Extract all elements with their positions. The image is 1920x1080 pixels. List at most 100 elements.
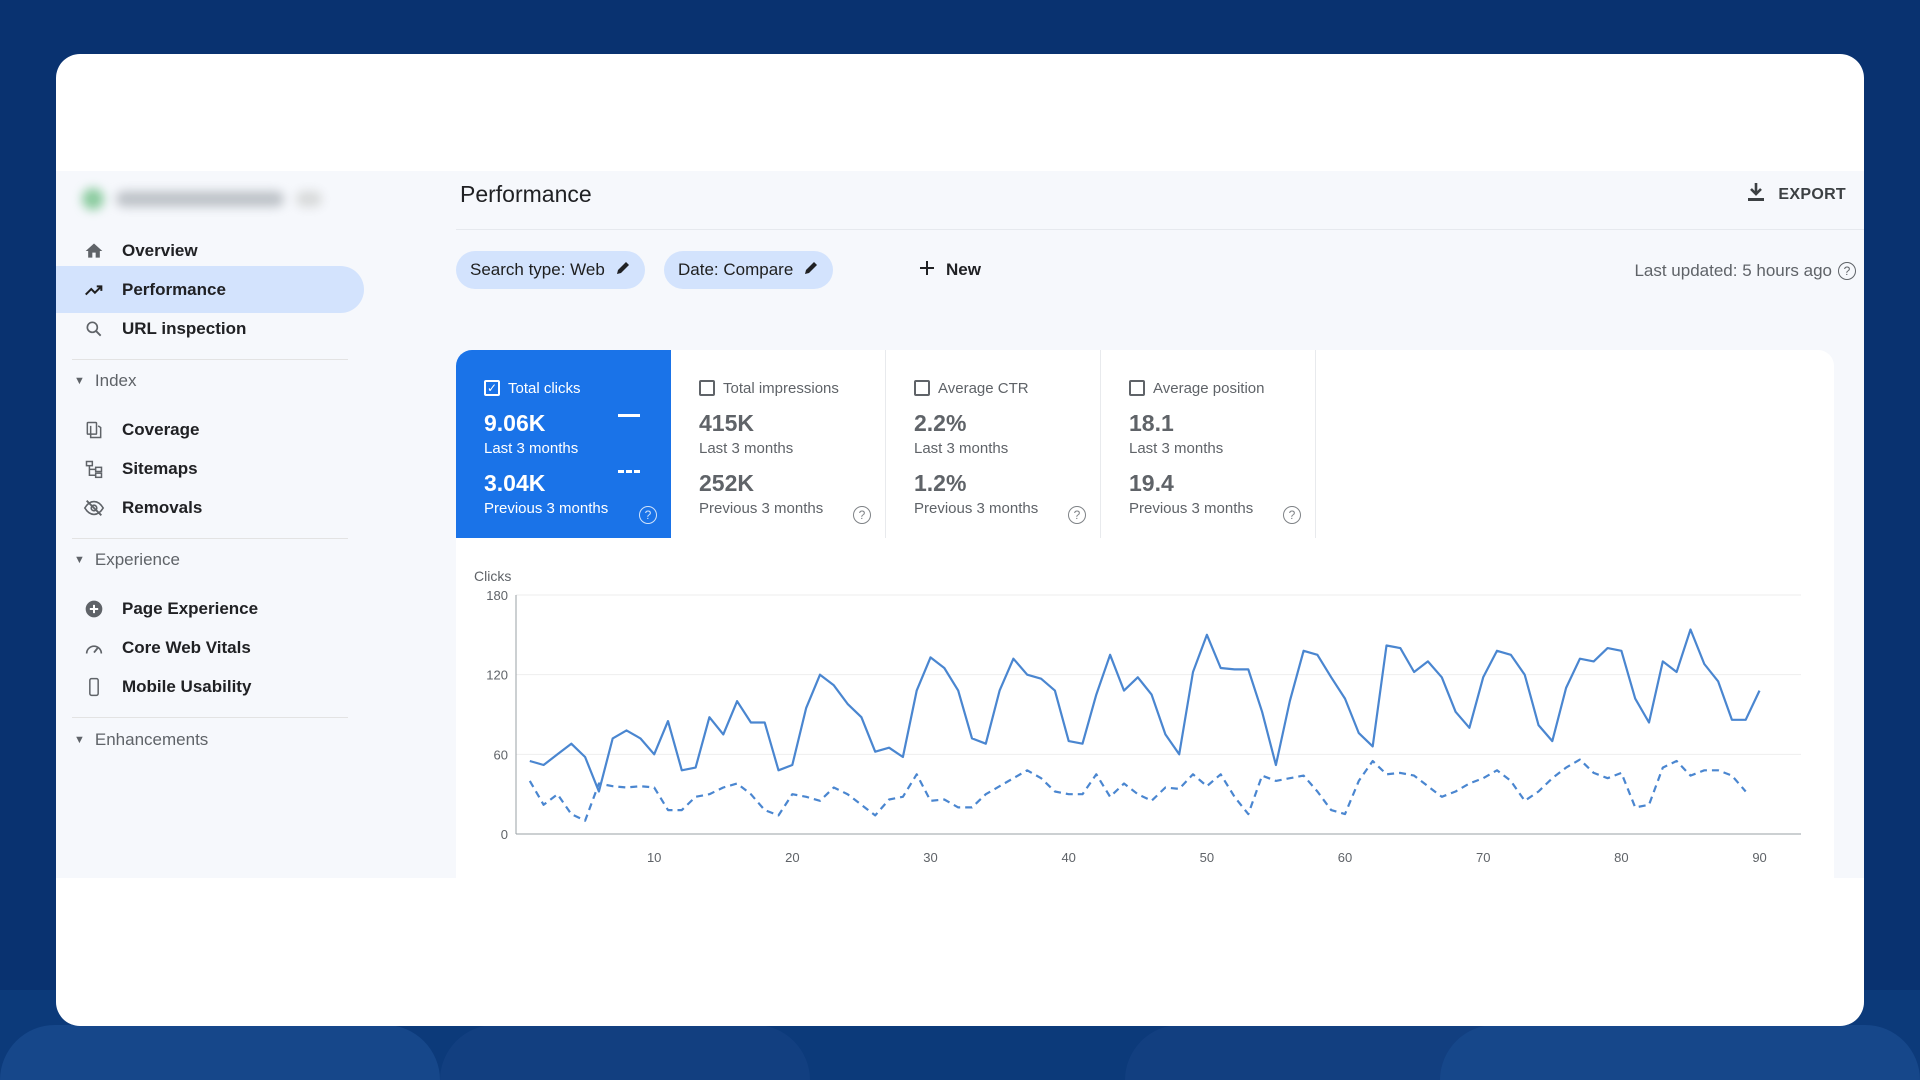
metric-previous-value: 3.04K bbox=[484, 470, 546, 496]
metric-current-label: Last 3 months bbox=[914, 440, 1009, 457]
sidebar-item-label: Core Web Vitals bbox=[122, 637, 251, 657]
filter-chip-date[interactable]: Date: Compare bbox=[664, 251, 834, 289]
search-icon bbox=[82, 317, 106, 341]
metric-current-label: Last 3 months bbox=[484, 440, 579, 457]
sidebar-item-sitemaps[interactable]: Sitemaps bbox=[56, 445, 364, 492]
x-tick-label: 80 bbox=[1614, 850, 1628, 865]
metric-previous-value: 19.4 bbox=[1129, 470, 1174, 496]
metric-label: Average position bbox=[1153, 379, 1265, 397]
sidebar-item-coverage[interactable]: Coverage bbox=[56, 406, 364, 453]
series-previous-3-months bbox=[528, 758, 1747, 822]
sidebar-item-performance[interactable]: Performance bbox=[56, 266, 364, 313]
search-console-app: Overview Performance URL inspection ▼ In… bbox=[56, 171, 1864, 890]
sidebar-divider bbox=[72, 717, 348, 718]
export-button[interactable]: EXPORT bbox=[1746, 181, 1846, 208]
x-tick-label: 10 bbox=[647, 850, 661, 865]
caret-down-icon: ▼ bbox=[74, 375, 85, 387]
help-icon[interactable]: ? bbox=[639, 506, 657, 524]
x-tick-label: 40 bbox=[1061, 850, 1075, 865]
series-last-3-months bbox=[529, 628, 1761, 793]
y-tick-label: 180 bbox=[486, 588, 508, 603]
metric-label: Average CTR bbox=[938, 379, 1029, 397]
metric-label: Total impressions bbox=[723, 379, 839, 397]
sidebar-item-label: Coverage bbox=[122, 419, 200, 439]
sidebar-item-core-web-vitals[interactable]: Core Web Vitals bbox=[56, 624, 364, 671]
checkbox-icon[interactable] bbox=[699, 380, 715, 396]
download-icon bbox=[1746, 181, 1766, 208]
performance-panel: ✓ Total clicks 9.06K Last 3 months 3.04K … bbox=[456, 350, 1834, 890]
checkbox-checked-icon[interactable]: ✓ bbox=[484, 380, 500, 396]
section-toggle-enhancements[interactable]: ▼ Enhancements bbox=[74, 725, 208, 755]
filter-chip-search-type[interactable]: Search type: Web bbox=[456, 251, 645, 289]
property-name-blurred bbox=[115, 191, 285, 207]
sidebar-item-label: Mobile Usability bbox=[122, 676, 252, 696]
edit-pencil-icon bbox=[615, 260, 631, 281]
trending-up-icon bbox=[82, 278, 106, 302]
y-axis-label: Clicks bbox=[474, 568, 511, 584]
metric-card-total-impressions[interactable]: Total impressions 415K Last 3 months 252… bbox=[671, 350, 886, 538]
caret-down-icon: ▼ bbox=[74, 734, 85, 746]
help-icon[interactable]: ? bbox=[1283, 506, 1301, 524]
metric-previous-label: Previous 3 months bbox=[699, 500, 824, 517]
metric-current-value: 2.2% bbox=[914, 410, 967, 436]
background-shape bbox=[440, 1025, 810, 1080]
sidebar-item-url-inspection[interactable]: URL inspection bbox=[56, 305, 364, 352]
sidebar-item-removals[interactable]: Removals bbox=[56, 484, 364, 531]
help-icon[interactable]: ? bbox=[1838, 262, 1856, 280]
sidebar: Overview Performance URL inspection ▼ In… bbox=[56, 171, 456, 878]
new-filter-button[interactable]: New bbox=[918, 251, 981, 289]
metric-current-value: 9.06K bbox=[484, 410, 546, 436]
sidebar-item-label: Removals bbox=[122, 497, 203, 517]
y-tick-label: 0 bbox=[501, 827, 508, 842]
metric-previous-label: Previous 3 months bbox=[484, 500, 609, 517]
section-label: Enhancements bbox=[94, 730, 209, 749]
file-copy-icon bbox=[82, 418, 106, 442]
plus-icon bbox=[918, 259, 936, 282]
metric-current-value: 415K bbox=[699, 410, 754, 436]
metric-card-average-ctr[interactable]: Average CTR 2.2% Last 3 months 1.2% Prev… bbox=[886, 350, 1101, 538]
x-tick-label: 70 bbox=[1476, 850, 1490, 865]
export-label: EXPORT bbox=[1778, 185, 1846, 203]
section-label: Experience bbox=[94, 550, 180, 569]
screenshot-card: Overview Performance URL inspection ▼ In… bbox=[56, 54, 1864, 1026]
last-updated: Last updated: 5 hours ago ? bbox=[1634, 261, 1856, 281]
clicks-line-chart: Clicks 0 60 120 180 10 20 30 40 50 60 70 80 90 bbox=[474, 568, 1801, 865]
help-icon[interactable]: ? bbox=[853, 506, 871, 524]
plus-circle-icon bbox=[82, 597, 106, 621]
sidebar-item-mobile-usability[interactable]: Mobile Usability bbox=[56, 663, 364, 710]
legend-dashed-line-icon bbox=[618, 470, 640, 473]
y-tick-label: 60 bbox=[494, 747, 508, 762]
metric-previous-value: 252K bbox=[699, 470, 754, 496]
metric-previous-value: 1.2% bbox=[914, 470, 967, 496]
checkbox-icon[interactable] bbox=[914, 380, 930, 396]
sidebar-item-label: Performance bbox=[122, 279, 226, 299]
metric-current-value: 18.1 bbox=[1129, 410, 1174, 436]
section-toggle-experience[interactable]: ▼ Experience bbox=[74, 545, 180, 575]
metric-label: Total clicks bbox=[508, 379, 581, 397]
chip-label: Search type: Web bbox=[470, 260, 605, 279]
checkbox-icon[interactable] bbox=[1129, 380, 1145, 396]
section-toggle-index[interactable]: ▼ Index bbox=[74, 366, 136, 396]
eye-off-icon bbox=[82, 496, 106, 520]
x-tick-label: 60 bbox=[1338, 850, 1352, 865]
sidebar-item-label: URL inspection bbox=[122, 318, 247, 338]
sitemap-icon bbox=[82, 457, 106, 481]
x-tick-label: 20 bbox=[785, 850, 799, 865]
main-content: Performance EXPORT Search type: Web Date… bbox=[456, 171, 1864, 890]
metric-current-label: Last 3 months bbox=[1129, 440, 1224, 457]
new-label: New bbox=[946, 260, 981, 279]
sidebar-divider bbox=[72, 359, 348, 360]
sidebar-item-overview[interactable]: Overview bbox=[56, 227, 364, 274]
metric-previous-label: Previous 3 months bbox=[914, 500, 1039, 517]
background-shape bbox=[1440, 1025, 1920, 1080]
metric-card-total-clicks[interactable]: ✓ Total clicks 9.06K Last 3 months 3.04K … bbox=[456, 350, 671, 538]
sidebar-item-label: Sitemaps bbox=[122, 458, 198, 478]
y-tick-label: 120 bbox=[486, 668, 508, 683]
metric-card-average-position[interactable]: Average position 18.1 Last 3 months 19.4… bbox=[1101, 350, 1316, 538]
sidebar-item-page-experience[interactable]: Page Experience bbox=[56, 585, 364, 632]
sidebar-item-label: Overview bbox=[122, 240, 198, 260]
property-selector[interactable] bbox=[82, 181, 322, 217]
help-icon[interactable]: ? bbox=[1068, 506, 1086, 524]
chip-label: Date: Compare bbox=[678, 260, 794, 279]
metric-previous-label: Previous 3 months bbox=[1129, 500, 1254, 517]
